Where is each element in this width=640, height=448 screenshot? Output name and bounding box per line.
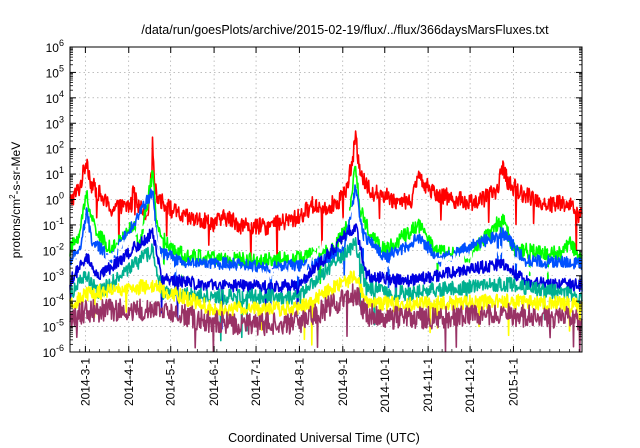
x-axis-ticks: 2014-3-1 2014-4-1 2014-5-1 2014-6-1 2014-7-1…: [69, 47, 580, 413]
y-tick-label: 100: [46, 191, 64, 208]
x-tick-label: 2014-11-1: [421, 358, 435, 412]
y-tick-label: 10-6: [43, 343, 64, 360]
series-layer: [69, 130, 583, 353]
series-line-5: [69, 237, 583, 342]
x-axis-label: Coordinated Universal Time (UTC): [228, 431, 420, 445]
y-tick-label: 104: [46, 89, 64, 106]
series-line-7: [69, 283, 583, 353]
x-tick-label: 2015-1-1: [506, 358, 520, 406]
x-tick-label: 2014-12-1: [463, 358, 477, 413]
y-tick-label: 10-4: [43, 292, 64, 309]
y-tick-label: 103: [46, 114, 64, 131]
series-line-3: [69, 204, 583, 313]
y-axis-ticks: 10-6 10-5 10-4 10-3 10-2 10-1 100 101 102 103 104 1…: [43, 38, 582, 360]
y-tick-label: 102: [46, 140, 64, 157]
series-line-1: [69, 165, 583, 286]
y-axis-label: protons/cm2-s-sr-MeV: [8, 142, 23, 258]
y-tick-label: 10-5: [43, 318, 64, 335]
x-tick-label: 2014-3-1: [78, 358, 92, 406]
y-tick-label: 105: [46, 63, 64, 80]
x-tick-label: 2014-5-1: [164, 358, 178, 406]
y-tick-label: 106: [46, 38, 64, 55]
y-tick-label: 10-2: [43, 241, 64, 258]
series-line-4: [69, 223, 583, 330]
x-tick-label: 2014-6-1: [207, 358, 221, 406]
x-tick-label: 2014-10-1: [378, 358, 392, 413]
chart-title: /data/run/goesPlots/archive/2015-02-19/f…: [141, 23, 549, 37]
y-tick-label: 10-1: [43, 216, 64, 233]
grid-lines: [70, 47, 582, 352]
x-tick-label: 2014-4-1: [122, 358, 136, 406]
x-tick-label: 2014-7-1: [249, 358, 263, 406]
x-tick-label: 2014-9-1: [336, 358, 350, 406]
x-tick-label: 2014-8-1: [292, 358, 306, 406]
y-tick-label: 101: [46, 165, 64, 182]
y-tick-label: 10-3: [43, 267, 64, 284]
